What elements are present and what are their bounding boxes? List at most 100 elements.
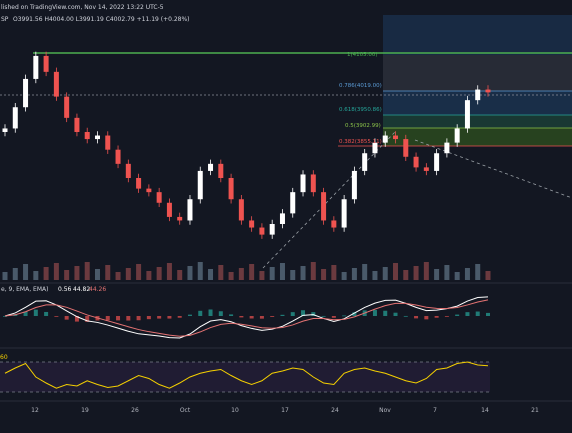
volume-bar — [321, 269, 327, 280]
macd-histogram-bar — [434, 316, 439, 318]
volume-bar — [64, 270, 70, 280]
macd-histogram-bar — [393, 312, 398, 316]
volume-bar — [94, 269, 100, 280]
candle-body — [125, 163, 131, 178]
candle-body — [259, 227, 265, 235]
macd-histogram-bar — [321, 315, 326, 317]
volume-bar — [115, 272, 121, 280]
volume-bar — [403, 270, 409, 280]
x-tick-label: 14 — [481, 407, 489, 414]
candle-body — [341, 199, 347, 228]
macd-histogram-bar — [280, 314, 285, 316]
candle-body — [310, 174, 316, 193]
candle-body — [444, 142, 450, 154]
macd-histogram-bar — [157, 316, 162, 319]
candle-body — [53, 71, 59, 97]
fib-zone-500 — [383, 115, 572, 128]
volume-bar — [187, 266, 193, 280]
trendline-up — [262, 131, 396, 269]
candle-body — [136, 178, 142, 189]
macd-histogram-bar — [259, 316, 264, 319]
macd-histogram-bar — [85, 316, 90, 322]
candle-body — [146, 188, 152, 193]
fib-label-618: 0.618(3950.86) — [339, 107, 382, 113]
candle-body — [351, 170, 357, 200]
macd-histogram-bar — [270, 316, 275, 317]
volume-bar — [53, 263, 59, 280]
volume-bar — [74, 266, 80, 280]
macd-histogram-bar — [54, 316, 59, 317]
x-tick-label: 21 — [531, 407, 539, 414]
volume-bar — [372, 271, 378, 280]
ohlc-label: O3991.56 H4004.00 L3991.19 C4002.79 +11.… — [13, 16, 190, 23]
macd-histogram-bar — [116, 316, 121, 321]
candle-body — [94, 135, 100, 140]
candle-body — [105, 135, 111, 150]
macd-histogram-bar — [301, 310, 306, 316]
fib-zone-top — [383, 15, 572, 55]
volume-bar — [177, 270, 183, 280]
candle-body — [2, 128, 8, 132]
macd-value-2: 44.82 — [73, 286, 90, 293]
x-axis-ticks: 12 19 26 Oct 10 17 24 Nov 7 14 21 — [31, 407, 539, 414]
macd-histogram-bar — [372, 310, 377, 316]
macd-histogram-bar — [177, 316, 182, 318]
macd-histogram-bar — [198, 310, 203, 316]
volume-bar — [341, 272, 347, 280]
volume-bar — [382, 267, 388, 280]
x-tick-label: 17 — [281, 407, 289, 414]
candle-body — [382, 135, 388, 143]
fib-label-382: 0.382(3855.11) — [339, 139, 382, 145]
volume-bar — [351, 268, 357, 280]
macd-histogram-bar — [475, 311, 480, 316]
volume-bar — [208, 269, 214, 280]
rsi-label: 60 — [0, 354, 8, 361]
symbol-label: SP — [1, 16, 9, 23]
macd-histogram-bar — [229, 314, 234, 316]
macd-histogram-bar — [342, 315, 347, 317]
volume-bar — [259, 271, 265, 280]
x-tick-label: Oct — [180, 407, 191, 414]
candle-body — [43, 55, 49, 72]
volume-bar — [146, 271, 152, 280]
fib-label-1: 1(4105.00) — [347, 52, 378, 58]
candle-body — [208, 163, 214, 171]
volume-bar — [43, 267, 49, 280]
macd-histogram-bar — [208, 309, 213, 316]
volume-bar — [23, 264, 29, 280]
fib-label-786: 0.786(4019.00) — [339, 83, 382, 89]
volume-bar — [413, 266, 419, 280]
volume-bar — [136, 264, 142, 280]
x-tick-label: 7 — [433, 407, 437, 414]
trendline-down — [414, 139, 572, 199]
candle-body — [485, 89, 491, 93]
candle-body — [166, 202, 172, 217]
macd-histogram-bar — [64, 316, 69, 320]
macd-histogram-bar — [136, 316, 141, 321]
candle-body — [413, 156, 419, 168]
candle-body — [84, 132, 90, 140]
candle-body — [331, 220, 337, 228]
volume-bar — [84, 262, 90, 280]
volume-bar — [269, 267, 275, 280]
x-tick-label: 12 — [31, 407, 39, 414]
candles-group — [2, 51, 491, 239]
rsi-line — [4, 361, 489, 389]
volume-bar — [464, 268, 470, 280]
candle-body — [269, 224, 275, 235]
candle-body — [218, 163, 224, 178]
volume-bar — [290, 270, 296, 280]
published-label: lished on TradingView.com, Nov 14, 2022 … — [1, 4, 164, 11]
candle-body — [115, 149, 121, 164]
fib-zone-786 — [383, 55, 572, 91]
macd-histogram-bar — [424, 316, 429, 320]
volume-bar — [105, 265, 111, 280]
macd-histogram-bar — [146, 316, 151, 320]
macd-histogram-bar — [23, 311, 28, 316]
rsi-band — [0, 362, 490, 392]
candle-body — [74, 117, 80, 132]
volume-bar — [218, 265, 224, 280]
candle-body — [238, 199, 244, 221]
